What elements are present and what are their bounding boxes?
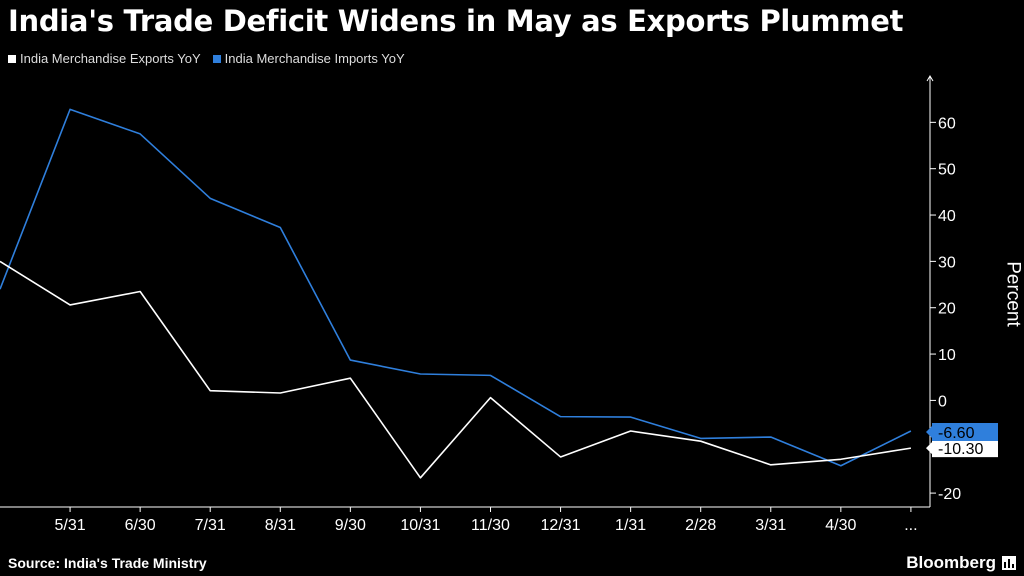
x-tick-label: 5/31 bbox=[54, 517, 85, 534]
x-tick-label: 7/31 bbox=[195, 517, 226, 534]
y-tick-label: -20 bbox=[938, 486, 961, 503]
bloomberg-logo: Bloomberg bbox=[906, 553, 996, 572]
end-label-pointer-imports bbox=[926, 425, 932, 438]
y-tick-label: 0 bbox=[938, 393, 947, 410]
y-tick-label: 20 bbox=[938, 301, 956, 318]
x-tick-label: 1/31 bbox=[615, 517, 646, 534]
y-axis-label: Percent bbox=[1002, 261, 1024, 327]
end-label-imports: -6.60 bbox=[938, 425, 975, 442]
x-tick-label: 4/30 bbox=[825, 517, 856, 534]
source-note: Source: India's Trade Ministry bbox=[8, 555, 207, 571]
end-label-exports: -10.30 bbox=[938, 441, 983, 458]
legend-item-exports: India Merchandise Exports YoY bbox=[8, 51, 201, 66]
x-tick-label: 3/31 bbox=[755, 517, 786, 534]
x-tick-label: 12/31 bbox=[541, 517, 581, 534]
x-tick-label: 11/30 bbox=[471, 517, 510, 534]
y-tick-label: 40 bbox=[938, 208, 956, 225]
x-tick-label: 10/31 bbox=[400, 517, 440, 534]
y-tick-label: 60 bbox=[938, 115, 956, 132]
x-tick-label: 6/30 bbox=[125, 517, 156, 534]
end-label-box-exports bbox=[932, 439, 998, 458]
series-line-exports bbox=[0, 260, 912, 479]
legend: India Merchandise Exports YoY India Merc… bbox=[8, 51, 405, 66]
legend-label-exports: India Merchandise Exports YoY bbox=[20, 51, 201, 66]
chart-title: India's Trade Deficit Widens in May as E… bbox=[8, 4, 904, 38]
x-tick-label: 9/30 bbox=[335, 517, 366, 534]
end-label-pointer-exports bbox=[926, 442, 932, 455]
y-axis-arrow bbox=[926, 75, 934, 82]
legend-swatch-exports bbox=[8, 54, 16, 63]
x-tick-label: 2/28 bbox=[685, 517, 716, 534]
series-line-imports bbox=[0, 108, 912, 467]
y-tick-label: 10 bbox=[938, 347, 956, 364]
legend-item-imports: India Merchandise Imports YoY bbox=[212, 51, 405, 66]
bloomberg-bars-icon bbox=[1002, 556, 1016, 570]
x-tick-label: 8/31 bbox=[265, 517, 296, 534]
end-label-box-imports bbox=[932, 422, 998, 441]
y-tick-label: 30 bbox=[938, 254, 956, 271]
legend-swatch-imports bbox=[212, 54, 221, 63]
legend-label-imports: India Merchandise Imports YoY bbox=[224, 51, 405, 66]
x-tick-label: ... bbox=[904, 517, 917, 534]
y-tick-label: 50 bbox=[938, 162, 956, 179]
